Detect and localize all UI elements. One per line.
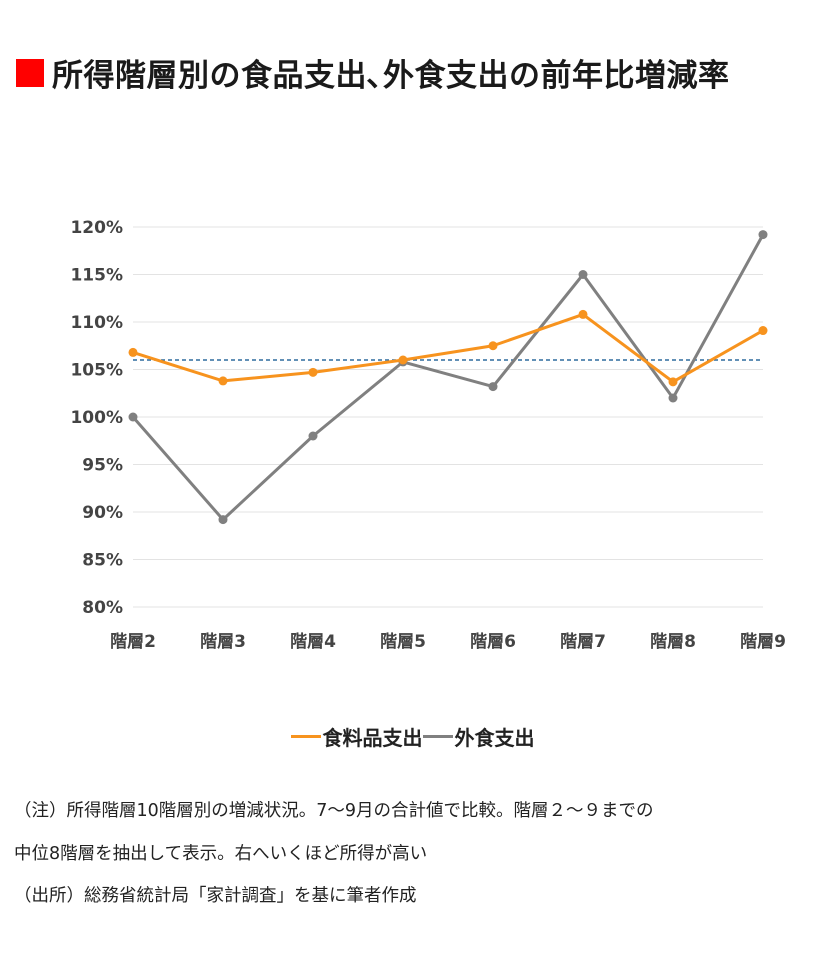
data-point [398,355,408,365]
x-tick-label: 階層6 [470,632,516,652]
y-tick-label: 115% [70,266,123,286]
x-tick-label: 階層7 [560,632,606,652]
note-line-2: 中位8階層を抽出して表示。右へいくほど所得が高い [14,844,428,864]
series-line [131,233,765,522]
data-point [308,367,318,377]
x-tick-label: 階層2 [110,632,156,652]
note-line-1: （注）所得階層10階層別の増減状況。7〜9月の合計値で比較。階層２〜９までの [14,801,654,821]
data-point [488,341,498,351]
series-group [128,230,768,525]
data-point [668,393,678,403]
data-point [128,347,138,357]
y-tick-label: 100% [70,408,123,428]
legend-item-dining: 外食支出 [422,722,535,751]
source-line: （出所）総務省統計局「家計調査」を基に筆者作成 [14,886,417,906]
legend: 食料品支出 外食支出 [0,722,825,751]
x-tick-label: 階層5 [380,632,426,652]
y-tick-label: 120% [70,218,123,238]
series-food [128,309,768,387]
legend-label-food: 食料品支出 [322,726,423,750]
data-point [218,376,228,386]
title-marker [16,58,44,87]
y-axis-ticks: 80% 85% 90% 95% 100% 105% 110% 115% 120% [70,218,123,618]
y-tick-label: 110% [70,313,123,333]
legend-swatch-dining [422,735,453,738]
chart-title: 所得階層別の食品支出､外食支出の前年比増減率 [16,50,730,95]
series-line [132,312,764,384]
data-point [668,377,678,387]
legend-swatch-food [290,735,321,738]
data-point [758,326,768,336]
y-tick-label: 105% [70,361,123,381]
x-tick-label: 階層8 [650,632,696,652]
data-point [128,412,138,422]
data-point [488,382,498,392]
data-point [578,270,588,279]
x-tick-label: 階層3 [200,632,246,652]
data-point [578,309,588,319]
data-point [308,431,318,441]
data-point [218,515,228,525]
y-tick-label: 80% [82,598,123,618]
legend-item-food: 食料品支出 [290,722,423,751]
y-tick-label: 85% [82,551,123,571]
line-chart: 80%85%90%95%100%105%110%115%120% 階層2 階層3 階… [70,218,786,652]
title-text: 所得階層別の食品支出､外食支出の前年比増減率 [52,58,730,94]
legend-label-dining: 外食支出 [454,726,535,750]
x-tick-label: 階層9 [740,632,786,652]
x-axis-ticks: 階層2 階層3 階層4 階層5 階層6 階層7 階層8 階層9 [110,632,786,652]
y-tick-label: 95% [82,456,123,476]
grid-lines [133,226,763,608]
x-tick-label: 階層4 [290,632,336,652]
data-point [758,230,768,240]
y-tick-label: 90% [82,503,123,523]
